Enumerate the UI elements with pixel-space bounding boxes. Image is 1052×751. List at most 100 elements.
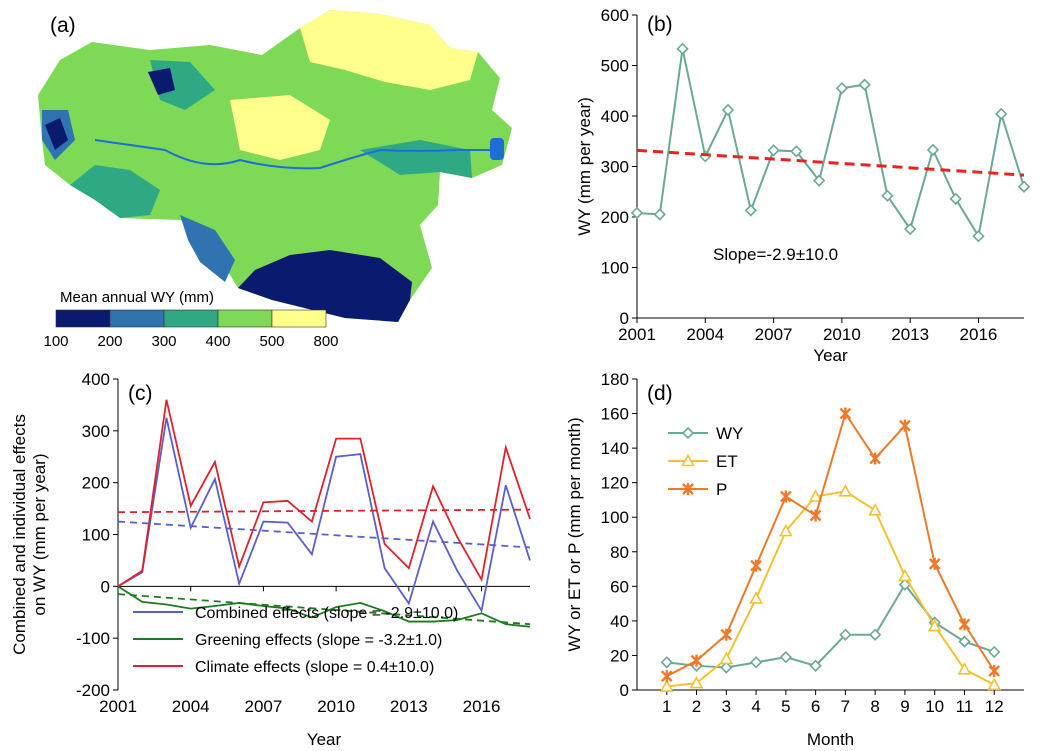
wy-point — [790, 145, 803, 158]
y-tick-label: 140 — [601, 439, 629, 458]
trend-line — [636, 148, 1025, 177]
x-tick-label: 1 — [662, 697, 671, 716]
legend-label: P — [716, 480, 727, 499]
wy-point — [858, 78, 871, 91]
y-axis-title: WY (mm per year) — [575, 97, 594, 236]
monthly-point — [690, 654, 703, 667]
monthly-point — [869, 452, 882, 465]
trend-line — [117, 520, 531, 549]
monthly-point — [809, 659, 822, 672]
x-tick-label: 2013 — [390, 697, 428, 716]
panel-c-chart: -200 -100 0 100 200 300 400 2001 2004 2007 2010 201… — [10, 370, 531, 749]
monthly-point — [839, 628, 852, 641]
y-axis-title: WY or ET or P (mm per month) — [565, 417, 584, 651]
monthly-point — [839, 407, 852, 420]
y-tick-label: 100 — [82, 526, 110, 545]
monthly-point — [958, 635, 971, 648]
wy-point — [995, 107, 1008, 121]
legend-swatch — [55, 309, 111, 328]
x-axis-title: Month — [807, 730, 854, 749]
wy-point — [653, 208, 666, 221]
monthly-point — [659, 679, 674, 692]
legend-label: ET — [716, 452, 738, 471]
y-tick-label: 0 — [101, 577, 110, 596]
legend-tick-label: 300 — [151, 333, 176, 350]
monthly-point — [750, 559, 762, 572]
y-tick-label: 100 — [601, 259, 629, 278]
monthly-point — [749, 591, 763, 604]
x-tick-label: 9 — [900, 697, 909, 716]
y-tick-label: 300 — [82, 422, 110, 441]
monthly-point — [779, 490, 792, 503]
map-lake — [490, 138, 504, 160]
legend-swatch — [271, 309, 327, 328]
y-tick-label: 20 — [610, 646, 629, 665]
y-tick-label: 160 — [601, 405, 629, 424]
legend-label: Combined effects (slope = -2.9±10.0) — [195, 605, 458, 622]
legend-tick-label: 500 — [259, 333, 284, 350]
wy-point — [926, 143, 940, 156]
y-tick-label: 500 — [601, 57, 629, 76]
y-tick-label: 40 — [610, 612, 629, 631]
monthly-point — [928, 557, 941, 570]
legend-tick-label: 100 — [43, 333, 68, 350]
map-river — [94, 139, 490, 170]
x-tick-label: 2013 — [891, 325, 929, 344]
legend-tick-label: 800 — [313, 333, 338, 350]
panel-a-label: (a) — [50, 14, 76, 37]
monthly-point — [957, 662, 972, 675]
effects-series-line — [117, 399, 531, 588]
y-tick-label: 200 — [601, 208, 629, 227]
map-teal-zones — [70, 60, 472, 218]
wy-point — [949, 192, 962, 205]
monthly-point — [808, 489, 823, 502]
y-tick-label: 0 — [620, 681, 629, 700]
effects-series-line — [117, 585, 531, 628]
map-dark-blue-south — [45, 68, 412, 322]
y-tick-label: 400 — [82, 370, 110, 389]
y-tick-label: 200 — [82, 474, 110, 493]
x-tick-label: 2004 — [686, 325, 724, 344]
x-axis-title: Year — [813, 346, 848, 365]
y-tick-label: 300 — [601, 158, 629, 177]
wy-point — [881, 189, 894, 202]
monthly-point — [720, 628, 733, 641]
y-tick-label: 100 — [601, 508, 629, 527]
monthly-point — [809, 509, 822, 522]
x-tick-label: 10 — [925, 697, 944, 716]
x-tick-label: 2016 — [463, 697, 501, 716]
legend-swatch — [163, 309, 219, 328]
monthly-point — [689, 675, 704, 689]
x-tick-label: 5 — [781, 697, 790, 716]
wy-point — [1017, 180, 1031, 193]
trend-line — [117, 593, 531, 626]
monthly-point — [988, 645, 1001, 659]
panel-b-slope-annotation: Slope=-2.9±10.0 — [713, 245, 838, 264]
x-tick-label: 2004 — [172, 697, 210, 716]
panel-d-label: (d) — [647, 382, 673, 405]
legend-marker — [681, 453, 695, 467]
legend-label: Climate effects (slope = 0.4±10.0) — [195, 659, 434, 676]
wy-point — [721, 103, 735, 117]
y-tick-label: 80 — [610, 543, 629, 562]
monthly-point — [899, 419, 911, 432]
y-tick-label: -100 — [76, 629, 110, 648]
y-tick-label: 60 — [610, 577, 629, 596]
legend-swatch — [217, 309, 273, 328]
x-tick-label: 2001 — [618, 325, 656, 344]
monthly-point — [779, 651, 792, 664]
monthly-point — [868, 503, 883, 516]
y-tick-label: 120 — [601, 474, 629, 493]
y-tick-label: 180 — [601, 370, 629, 389]
monthly-point — [719, 651, 734, 665]
x-tick-label: 7 — [841, 697, 850, 716]
x-tick-label: 12 — [985, 697, 1004, 716]
monthly-point — [838, 484, 853, 497]
x-tick-label: 2010 — [317, 697, 355, 716]
wy-point — [744, 204, 757, 217]
monthly-point — [660, 670, 673, 683]
x-axis-title: Year — [307, 730, 342, 749]
x-tick-label: 3 — [722, 697, 731, 716]
y-tick-label: 0 — [620, 309, 629, 328]
